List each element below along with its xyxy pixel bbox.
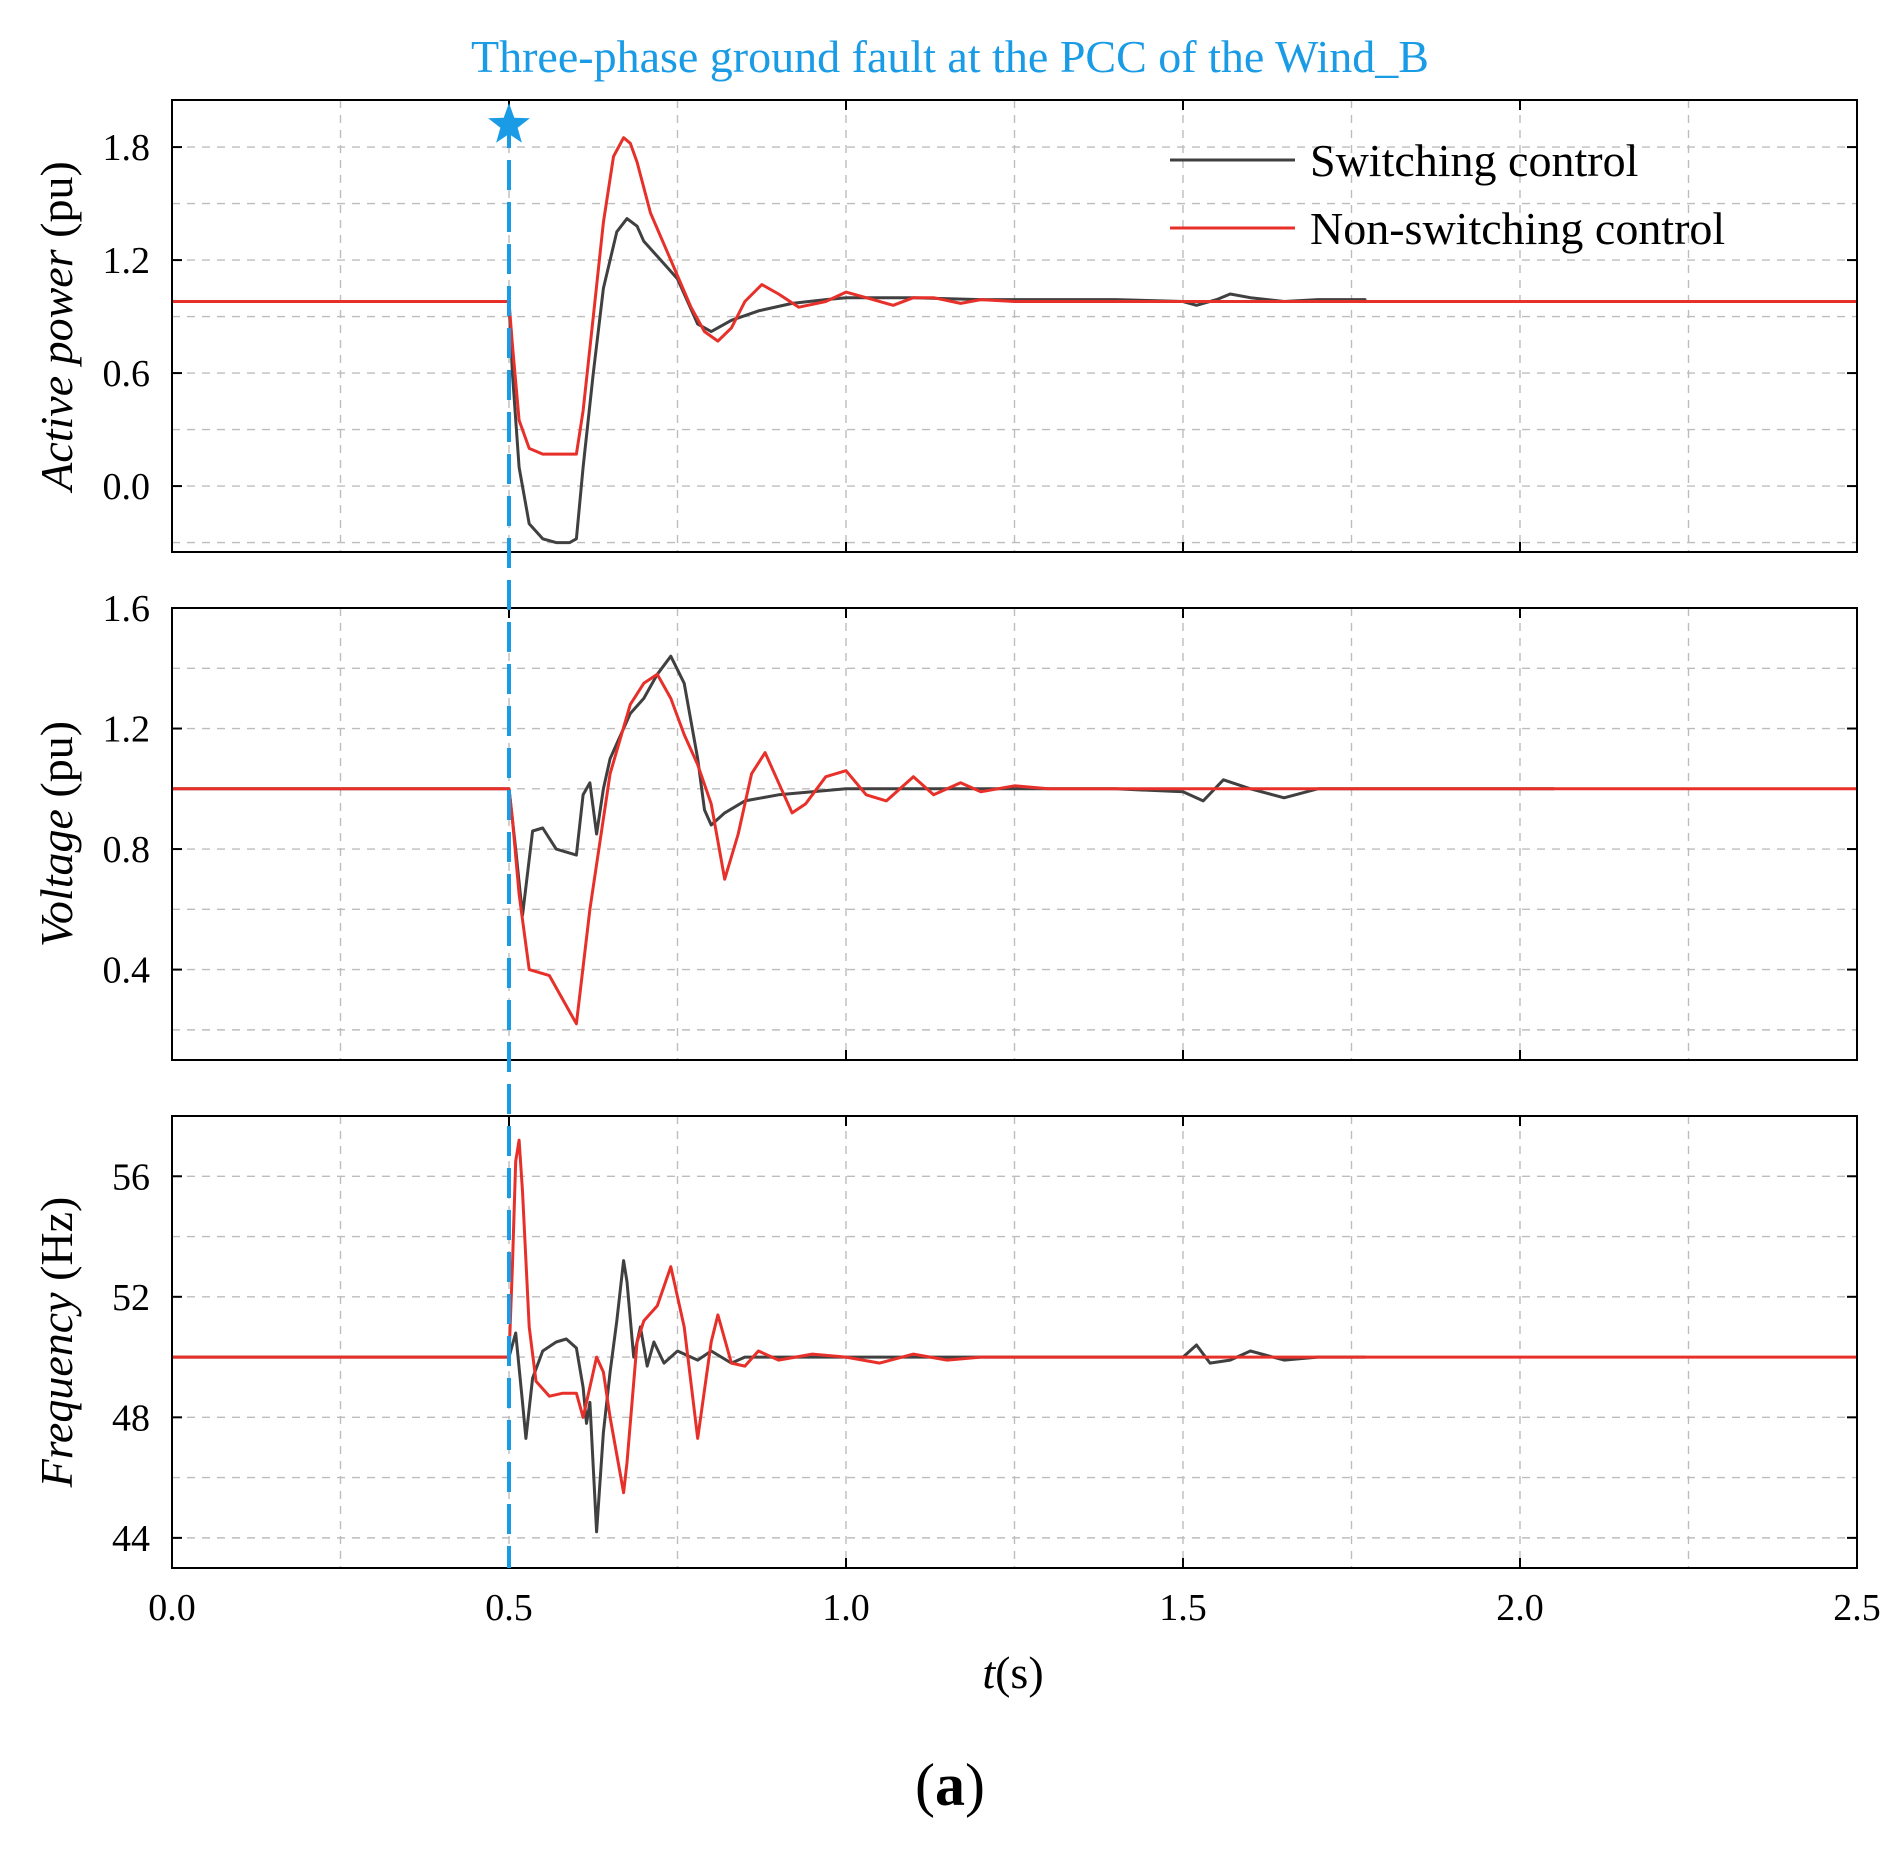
x-tick-label: 1.0	[822, 1587, 870, 1629]
caption-close: )	[965, 1752, 985, 1818]
y-tick-label: 56	[112, 1156, 150, 1198]
y-tick-label: 1.2	[103, 709, 151, 751]
fault-layer	[488, 103, 530, 1568]
chart-title: Three-phase ground fault at the PCC of t…	[471, 31, 1429, 82]
y-axis-title-voltage: Voltage (pu)	[31, 721, 82, 947]
panel-frame	[171, 1115, 1858, 1569]
panel-voltage: 0.4 0.8 1.2 1.6 Voltage (pu)	[31, 588, 1858, 1061]
y-tick-label: 1.6	[103, 588, 151, 630]
series-line-non-switching	[172, 136, 1857, 456]
series-line-non-switching	[172, 1138, 1857, 1495]
y-axis-title-italic: Voltage	[31, 809, 82, 947]
y-tick-label: 0.0	[103, 466, 151, 508]
x-axis-title: t(s)	[982, 1647, 1043, 1698]
panel-active_power: 0.0 0.6 1.2 1.8 Active power (pu)	[31, 99, 1858, 553]
x-tick-label: 2.5	[1833, 1587, 1881, 1629]
panel-frame	[171, 607, 1858, 1061]
y-tick-label: 1.2	[103, 240, 151, 282]
series-line-non-switching	[172, 672, 1857, 1026]
y-tick-label: 52	[112, 1277, 150, 1319]
legend-label-switching: Switching control	[1310, 135, 1638, 186]
y-tick-label: 0.6	[103, 353, 151, 395]
panel-frequency: 44 48 52 56 Frequency (Hz)	[31, 1115, 1858, 1569]
y-axis-title-active_power: Active power (pu)	[31, 161, 82, 494]
caption-letter: a	[935, 1752, 965, 1818]
panels: 0.0 0.6 1.2 1.8 Active power (pu) 0.4 0.8 1.2 1.…	[31, 99, 1881, 1629]
series-line-switching	[172, 217, 1367, 545]
y-axis-title-unit: (Hz)	[31, 1197, 82, 1293]
caption-open: (	[915, 1752, 935, 1818]
y-tick-label: 48	[112, 1397, 150, 1439]
x-axis-title-unit: (s)	[995, 1647, 1044, 1698]
y-axis-title-frequency: Frequency (Hz)	[31, 1197, 82, 1489]
x-tick-label: 2.0	[1496, 1587, 1544, 1629]
fault-star-icon	[488, 103, 530, 143]
legend-label-non-switching: Non-switching control	[1310, 203, 1725, 254]
legend: Switching control Non-switching control	[1170, 135, 1725, 254]
y-axis-title-italic: Active power	[31, 248, 82, 494]
y-tick-label: 44	[112, 1518, 150, 1560]
panel-frame	[171, 99, 1858, 553]
x-tick-label: 0.5	[485, 1587, 533, 1629]
y-tick-label: 0.8	[103, 829, 151, 871]
y-axis-title-unit: (pu)	[31, 161, 82, 249]
y-tick-label: 1.8	[103, 127, 151, 169]
figure-caption: (a)	[915, 1752, 985, 1818]
x-axis-title-italic: t	[982, 1647, 996, 1698]
x-tick-label: 0.0	[148, 1587, 196, 1629]
y-tick-label: 0.4	[103, 950, 151, 992]
series-line-switching	[172, 654, 1556, 917]
y-axis-title-italic: Frequency	[31, 1292, 82, 1489]
x-tick-label: 1.5	[1159, 1587, 1207, 1629]
y-axis-title-unit: (pu)	[31, 721, 82, 809]
